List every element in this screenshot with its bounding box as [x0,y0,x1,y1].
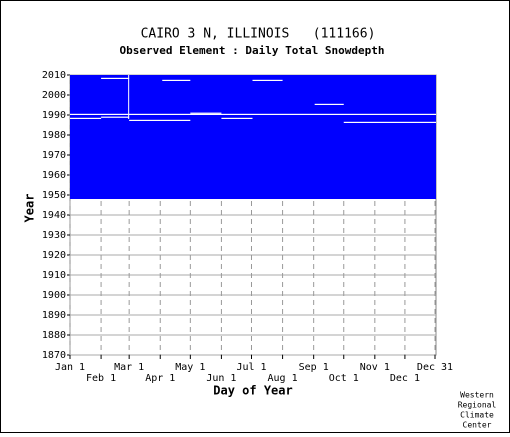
coverage-block [190,112,222,114]
x-tick-label: Aug 1 [268,373,298,384]
y-tick-label: 2000 [42,90,66,101]
y-tick-label: 1880 [42,330,66,341]
y-tick-label: 1910 [42,270,66,281]
y-tick-label: 1960 [42,170,66,181]
coverage-block [221,117,253,119]
y-tick-label: 1920 [42,250,66,261]
coverage-block [128,75,130,119]
y-tick-label: 1870 [42,350,66,361]
credit: Regional [458,401,497,410]
x-tick-label: Jul 1 [236,362,266,373]
y-tick-label: 2010 [42,70,66,81]
y-tick-label: 1890 [42,310,66,321]
coverage-block [252,79,283,81]
x-tick-label: Feb 1 [86,373,116,384]
chart-title: CAIRO 3 N, ILLINOIS (111166) [141,27,376,42]
y-tick-label: 1940 [42,210,66,221]
coverage-block [70,117,102,119]
y-tick-label: 1970 [42,150,66,161]
x-tick-label: Mar 1 [114,362,144,373]
y-tick-label: 1990 [42,110,66,121]
y-tick-label: 1950 [42,190,66,201]
coverage-block [314,103,344,105]
x-tick-label: Sep 1 [299,362,329,373]
x-tick-label: Jun 1 [206,373,236,384]
y-axis-label: Year [23,194,37,223]
x-tick-label: Dec 1 [390,373,420,384]
y-tick-label: 1900 [42,290,66,301]
x-tick-label: Oct 1 [329,373,359,384]
credit: Climate [460,411,494,420]
coverage-block [162,79,191,81]
coverage-block [129,119,191,121]
x-tick-label: Apr 1 [145,373,175,384]
credit: Center [463,421,492,430]
y-tick-label: 1980 [42,130,66,141]
y-tick-label: 1930 [42,230,66,241]
x-tick-label: Jan 1 [55,362,85,373]
coverage-block [101,116,130,118]
coverage-block [70,75,436,199]
x-tick-label: May 1 [175,362,205,373]
x-axis-label: Day of Year [213,384,292,398]
coverage-block [101,77,130,79]
coverage-block [343,121,436,123]
credit: Western [460,391,494,400]
coverage-block [70,113,436,115]
x-tick-label: Nov 1 [360,362,390,373]
chart-subtitle: Observed Element : Daily Total Snowdepth [120,44,385,57]
x-tick-label: Dec 31 [417,362,453,373]
